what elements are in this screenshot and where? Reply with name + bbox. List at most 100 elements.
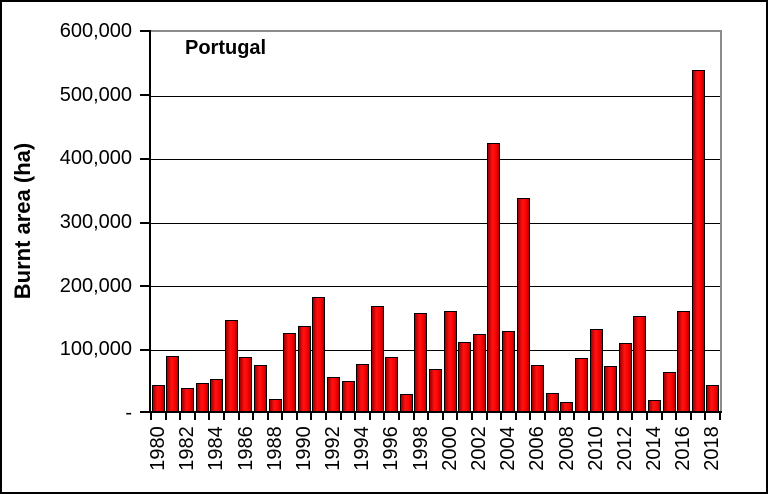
bar-2004 xyxy=(502,331,516,413)
x-tick xyxy=(164,413,167,420)
x-tick-label-2002: 2002 xyxy=(467,418,491,478)
x-tick xyxy=(150,413,152,420)
bar-2016 xyxy=(677,310,691,413)
y-tick xyxy=(140,30,151,32)
y-tick-label: 500,000 xyxy=(59,83,132,106)
x-tick xyxy=(500,413,503,420)
x-tick xyxy=(660,413,663,420)
x-tick-label-2018: 2018 xyxy=(701,418,725,478)
x-tick xyxy=(689,413,692,420)
x-tick xyxy=(602,413,605,420)
y-tick xyxy=(140,221,151,224)
x-tick-label-text: 1980 xyxy=(146,425,169,471)
y-tick-label: 600,000 xyxy=(59,20,132,42)
gridline-300000 xyxy=(151,222,720,224)
y-axis-line xyxy=(149,30,151,413)
x-tick xyxy=(252,413,255,420)
x-tick xyxy=(310,413,313,420)
bar-1995 xyxy=(370,305,384,413)
x-tick-label-1990: 1990 xyxy=(292,418,316,478)
bar-1996 xyxy=(385,356,399,413)
x-tick xyxy=(587,413,590,420)
bar-1997 xyxy=(399,393,413,413)
x-tick xyxy=(412,413,415,420)
x-tick xyxy=(427,413,430,420)
x-axis-ticks xyxy=(150,413,721,420)
y-tick xyxy=(140,349,151,352)
x-tick-label-1980: 1980 xyxy=(146,418,170,478)
x-tick xyxy=(719,413,721,420)
bar-2012 xyxy=(618,343,632,413)
x-tick xyxy=(675,413,678,420)
bar-2008 xyxy=(560,401,574,413)
x-tick-label-text: 2012 xyxy=(613,425,636,471)
x-tick-label-1986: 1986 xyxy=(234,418,258,478)
y-tick xyxy=(140,411,151,413)
x-tick xyxy=(398,413,401,420)
x-tick xyxy=(266,413,269,420)
x-tick xyxy=(222,413,225,420)
x-tick-label-1992: 1992 xyxy=(321,418,345,478)
x-tick xyxy=(237,413,240,420)
x-tick-label-text: 2018 xyxy=(701,425,724,471)
bar-2017 xyxy=(691,70,705,413)
x-tick xyxy=(616,413,619,420)
y-tick-label: 200,000 xyxy=(59,274,132,297)
x-tick xyxy=(529,413,532,420)
y-tick xyxy=(140,285,151,288)
bar-1993 xyxy=(341,381,355,413)
bar-2002 xyxy=(472,333,486,413)
x-tick xyxy=(383,413,386,420)
x-tick-label-text: 1990 xyxy=(292,425,315,471)
x-tick-label-text: 2014 xyxy=(642,425,665,471)
x-tick xyxy=(558,413,561,420)
x-tick xyxy=(514,413,517,420)
gridline-200000 xyxy=(151,286,720,287)
chart-title: Portugal xyxy=(185,37,267,59)
x-tick-label-2012: 2012 xyxy=(613,418,637,478)
x-tick-label-1994: 1994 xyxy=(351,418,375,478)
bar-2003 xyxy=(487,143,501,413)
x-axis-line xyxy=(149,411,722,413)
x-tick xyxy=(470,413,473,420)
bar-1986 xyxy=(239,356,253,413)
bar-2006 xyxy=(531,364,545,413)
x-tick-label-text: 1998 xyxy=(409,425,432,471)
gridline-100000 xyxy=(151,349,720,351)
x-tick-label-text: 1996 xyxy=(380,425,403,471)
bar-1991 xyxy=(312,297,326,413)
y-axis-tick-labels: 600,000 500,000 400,000 300,000 200,000 100,0… xyxy=(2,20,132,424)
bar-2001 xyxy=(458,341,472,413)
gridlines xyxy=(151,32,720,413)
x-tick-label-text: 2002 xyxy=(467,425,490,471)
x-tick xyxy=(456,413,459,420)
x-tick xyxy=(193,413,196,420)
bar-1999 xyxy=(429,368,443,413)
x-tick xyxy=(543,413,546,420)
x-tick xyxy=(704,413,707,420)
x-tick-label-2008: 2008 xyxy=(555,418,579,478)
y-axis-ticks xyxy=(140,30,151,413)
bar-2009 xyxy=(575,357,589,413)
y-tick xyxy=(140,157,151,160)
bar-1984 xyxy=(210,379,224,413)
x-tick-label-1988: 1988 xyxy=(263,418,287,478)
x-tick-label-text: 2010 xyxy=(584,425,607,471)
x-tick-label-text: 1982 xyxy=(175,425,198,471)
x-tick-label-2004: 2004 xyxy=(496,418,520,478)
x-tick xyxy=(646,413,649,420)
x-tick xyxy=(441,413,444,420)
bar-2013 xyxy=(633,315,647,413)
bar-1992 xyxy=(326,376,340,413)
x-tick-label-1996: 1996 xyxy=(380,418,404,478)
x-tick-label-text: 1988 xyxy=(263,425,286,471)
y-tick-label: 400,000 xyxy=(59,147,132,170)
bar-1983 xyxy=(195,382,209,413)
bar-1994 xyxy=(356,364,370,413)
plot-area xyxy=(151,30,722,413)
bar-2010 xyxy=(589,328,603,413)
x-tick-label-2016: 2016 xyxy=(672,418,696,478)
bar-1998 xyxy=(414,312,428,413)
x-tick xyxy=(281,413,284,420)
